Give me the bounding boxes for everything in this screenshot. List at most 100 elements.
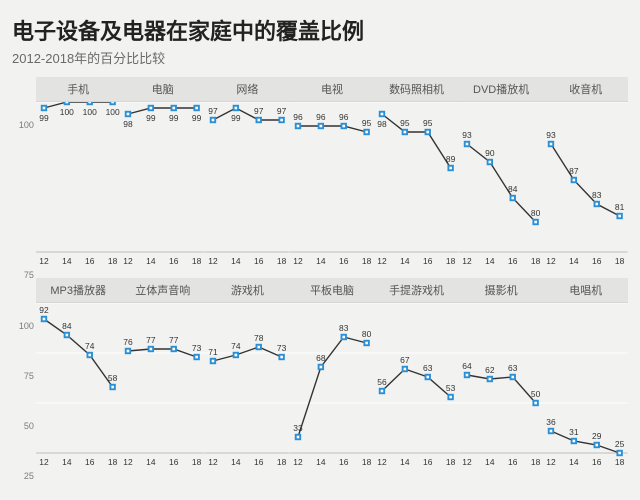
chart-area: 9387838112141618 [543,102,628,272]
panel-header: MP3播放器 [36,278,121,303]
chart-panel: 立体声音响7677777312141618 [120,278,205,473]
panel-header: 数码照相机 [374,77,459,102]
svg-text:89: 89 [446,154,456,164]
svg-text:98: 98 [378,119,388,129]
chart-area: 9895958912141618 [374,102,459,272]
chart-panel: 摄影机6462635012141618 [459,278,544,473]
svg-text:16: 16 [423,256,433,266]
svg-text:98: 98 [124,119,134,129]
panel-header: 立体声音响 [120,278,205,303]
chart-container: 电子设备及电器在家庭中的覆盖比例 2012-2018年的百分比比较 75100手… [0,0,640,487]
svg-text:36: 36 [547,417,557,427]
svg-text:73: 73 [192,343,202,353]
svg-text:14: 14 [62,457,72,467]
svg-text:100: 100 [83,107,97,117]
svg-text:71: 71 [208,347,218,357]
panel-rows: 75100手机9910010010012141618电脑989999991214… [12,77,628,473]
svg-text:12: 12 [293,256,303,266]
svg-text:76: 76 [124,337,134,347]
chart-area: 9696969512141618 [290,102,375,272]
svg-text:12: 12 [547,256,557,266]
svg-text:16: 16 [423,457,433,467]
svg-text:18: 18 [531,256,541,266]
panel-header: 手机 [36,77,121,102]
y-axis: 255075100 [12,303,36,473]
svg-text:97: 97 [208,106,218,116]
svg-text:78: 78 [254,333,264,343]
svg-text:14: 14 [485,256,495,266]
chart-area: 6462635012141618 [459,303,544,473]
svg-text:99: 99 [147,113,157,123]
svg-text:12: 12 [378,256,388,266]
svg-text:64: 64 [462,361,472,371]
chart-panel: 数码照相机9895958912141618 [374,77,459,272]
svg-text:12: 12 [39,256,49,266]
svg-text:95: 95 [400,118,410,128]
svg-text:99: 99 [192,113,202,123]
chart-area: 7174787312141618 [205,303,290,473]
chart-title: 电子设备及电器在家庭中的覆盖比例 [12,14,628,46]
chart-panel: DVD播放机9390848012141618 [459,77,544,272]
svg-text:68: 68 [316,353,326,363]
svg-text:12: 12 [378,457,388,467]
svg-text:16: 16 [170,457,180,467]
svg-text:93: 93 [462,130,472,140]
svg-text:18: 18 [531,457,541,467]
svg-text:14: 14 [570,256,580,266]
svg-text:80: 80 [362,329,372,339]
svg-text:62: 62 [485,365,495,375]
svg-text:14: 14 [147,457,157,467]
svg-text:96: 96 [293,112,303,122]
panel-header: DVD播放机 [459,77,544,102]
svg-text:18: 18 [615,256,625,266]
chart-area: 5667635312141618 [374,303,459,473]
svg-text:83: 83 [592,190,602,200]
y-tick: 75 [24,371,34,381]
chart-panel: 手机9910010010012141618 [36,77,121,272]
svg-text:90: 90 [485,148,495,158]
svg-text:53: 53 [446,383,456,393]
svg-text:31: 31 [570,427,580,437]
panel-header: 电视 [290,77,375,102]
svg-text:58: 58 [108,373,118,383]
svg-text:18: 18 [615,457,625,467]
svg-text:14: 14 [485,457,495,467]
svg-text:18: 18 [277,457,287,467]
panel-header: 电脑 [120,77,205,102]
svg-text:77: 77 [147,335,157,345]
svg-text:12: 12 [462,256,472,266]
chart-area: 9799979712141618 [205,102,290,272]
svg-text:97: 97 [277,106,287,116]
panel-header: 收音机 [543,77,628,102]
chart-area: 9390848012141618 [459,102,544,272]
chart-panel: 收音机9387838112141618 [543,77,628,272]
chart-panel: 手提游戏机5667635312141618 [374,278,459,473]
svg-text:95: 95 [362,118,372,128]
svg-text:25: 25 [615,439,625,449]
y-tick: 50 [24,421,34,431]
svg-text:16: 16 [592,457,602,467]
svg-text:16: 16 [339,256,349,266]
svg-text:18: 18 [362,457,372,467]
y-axis: 75100 [12,102,36,272]
svg-text:73: 73 [277,343,287,353]
svg-text:74: 74 [85,341,95,351]
svg-text:18: 18 [108,457,118,467]
svg-text:16: 16 [508,457,518,467]
svg-text:100: 100 [60,107,74,117]
chart-area: 7677777312141618 [120,303,205,473]
svg-text:83: 83 [339,323,349,333]
svg-text:87: 87 [570,166,580,176]
chart-panel: 电唱机3631292512141618 [543,278,628,473]
chart-panel: 电脑9899999912141618 [120,77,205,272]
chart-subtitle: 2012-2018年的百分比比较 [12,48,628,67]
svg-text:63: 63 [508,363,518,373]
svg-text:16: 16 [85,256,95,266]
svg-text:14: 14 [147,256,157,266]
chart-panel: 网络9799979712141618 [205,77,290,272]
svg-text:18: 18 [192,457,202,467]
svg-text:74: 74 [231,341,241,351]
svg-text:50: 50 [531,389,541,399]
svg-text:16: 16 [254,256,264,266]
chart-area: 9899999912141618 [120,102,205,272]
